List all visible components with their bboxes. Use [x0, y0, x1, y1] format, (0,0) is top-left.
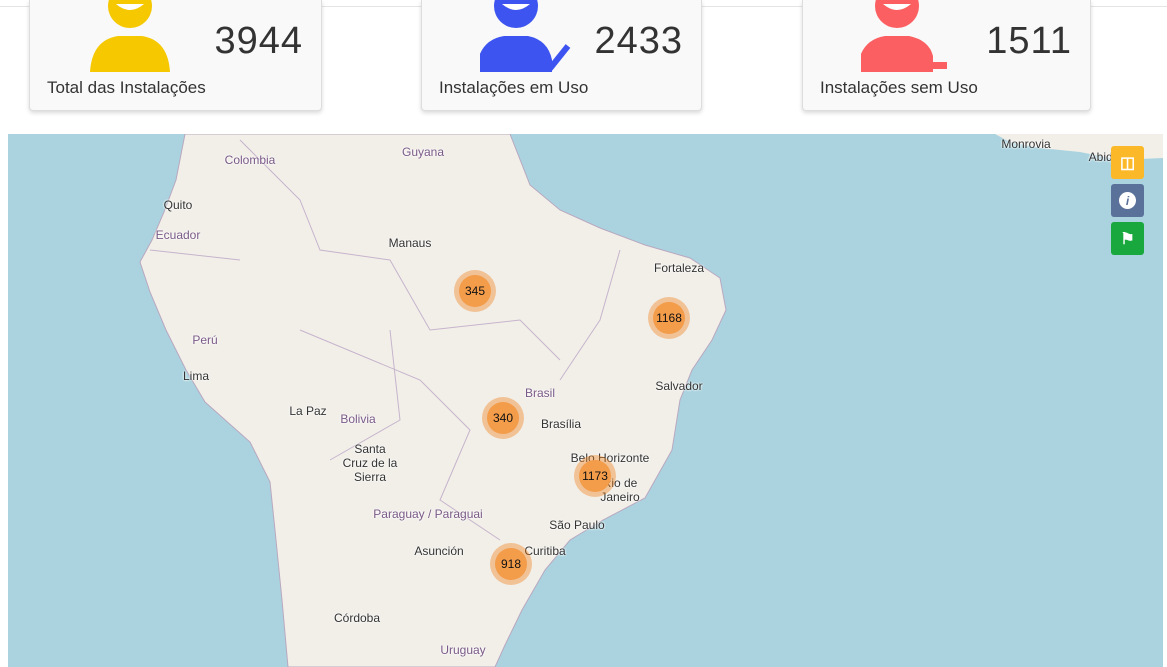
sitemap-icon: ◫ [1119, 154, 1136, 172]
map-label: Perú [192, 333, 218, 347]
cluster-count: 340 [487, 402, 519, 434]
map-label: São Paulo [549, 518, 605, 532]
map-label: Brasil [524, 386, 556, 400]
map-marker-icon: ⚑ [1120, 230, 1135, 248]
map-label: Abidj [1088, 150, 1116, 164]
map-label: Manaus [388, 236, 432, 250]
cluster-marker[interactable]: 1168 [648, 297, 690, 339]
card-installations-unused: 1511 Instalações sem Uso [802, 0, 1091, 111]
user-icon [90, 0, 170, 72]
map-label: Ecuador [155, 228, 201, 242]
map-marker-button[interactable]: ⚑ [1111, 222, 1144, 255]
map-label: Colombia [224, 153, 276, 167]
cluster-count: 345 [459, 275, 491, 307]
map-label: Bolivia [340, 412, 376, 426]
map-label: Brasília [540, 417, 582, 431]
card-value: 1511 [986, 20, 1072, 62]
info-icon: i [1119, 192, 1136, 209]
layers-button[interactable]: ◫ [1111, 146, 1144, 179]
map-label: Uruguay [440, 643, 486, 657]
cluster-count: 1168 [653, 302, 685, 334]
map-label: Rio de Janeiro [600, 476, 640, 504]
map-label: Asunción [414, 544, 464, 558]
card-value: 2433 [594, 20, 683, 62]
cluster-count: 1173 [579, 460, 611, 492]
cluster-marker[interactable]: 340 [482, 397, 524, 439]
map-label: Salvador [655, 379, 703, 393]
map-label: Monrovia [1001, 137, 1051, 151]
map-label: Guyana [401, 145, 445, 159]
map-label: Quito [163, 198, 193, 212]
card-label: Total das Instalações [47, 78, 206, 97]
cluster-marker[interactable]: 1173 [574, 455, 616, 497]
map[interactable]: Colombia Guyana Quito Ecuador Manaus Fortalez… [8, 134, 1163, 667]
cluster-count: 918 [495, 548, 527, 580]
card-installations-in-use: 2433 Instalações em Uso [421, 0, 702, 111]
card-value: 3944 [214, 20, 303, 62]
card-label: Instalações em Uso [439, 78, 589, 97]
cluster-marker[interactable]: 345 [454, 270, 496, 312]
card-total-installations: 3944 Total das Instalações [29, 0, 322, 111]
user-check-icon [480, 0, 571, 72]
map-label: Santa Cruz de la Sierra [342, 442, 398, 484]
user-minus-icon [861, 0, 947, 72]
map-label: Fortaleza [653, 261, 705, 275]
map-label: La Paz [289, 404, 327, 418]
map-land [139, 134, 1163, 667]
map-label: Paraguay / Paraguai [373, 507, 483, 521]
cluster-marker[interactable]: 918 [490, 543, 532, 585]
info-button[interactable]: i [1111, 184, 1144, 217]
map-label: Curitiba [524, 544, 566, 558]
card-label: Instalações sem Uso [820, 78, 978, 97]
map-label: Córdoba [333, 611, 381, 625]
map-label: Lima [182, 369, 210, 383]
